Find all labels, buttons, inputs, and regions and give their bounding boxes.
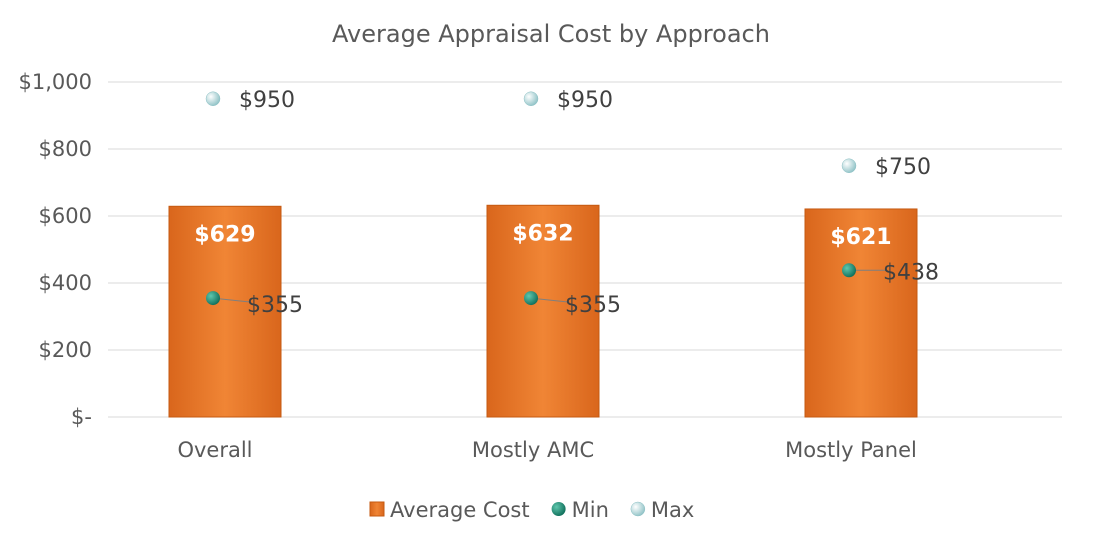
bar-value-label: $621 <box>830 225 891 250</box>
min-value-label: $438 <box>883 260 939 285</box>
bar <box>486 204 600 418</box>
max-value-label: $950 <box>239 88 295 113</box>
min-value-label: $355 <box>565 293 621 318</box>
min-marker <box>206 291 220 306</box>
max-marker <box>523 91 539 106</box>
legend-swatch-min <box>551 502 566 516</box>
y-tick-label: $200 <box>39 338 92 362</box>
y-tick-label: $400 <box>39 271 92 295</box>
bar-value-label: $629 <box>194 222 255 247</box>
legend-swatch-average-cost <box>369 501 385 517</box>
chart-title: Average Appraisal Cost by Approach <box>332 20 770 48</box>
x-category-label: Overall <box>177 438 252 462</box>
legend-label: Max <box>651 498 694 522</box>
x-category-label: Mostly Panel <box>785 438 917 462</box>
min-marker <box>842 263 856 278</box>
x-category-label: Mostly AMC <box>472 438 594 462</box>
y-tick-label: $600 <box>39 204 92 228</box>
y-tick-label: $- <box>71 405 92 429</box>
legend-label: Min <box>572 498 609 522</box>
y-tick-label: $1,000 <box>19 70 92 94</box>
bar-value-label: $632 <box>512 221 573 246</box>
max-marker <box>841 158 857 173</box>
min-value-label: $355 <box>247 293 303 318</box>
max-value-label: $750 <box>875 155 931 180</box>
y-tick-label: $800 <box>39 137 92 161</box>
max-marker <box>205 91 221 106</box>
legend-swatch-max <box>630 501 646 517</box>
bar <box>168 205 282 418</box>
min-marker <box>524 291 538 306</box>
max-value-label: $950 <box>557 88 613 113</box>
bar <box>804 208 918 418</box>
legend-label: Average Cost <box>390 498 530 522</box>
